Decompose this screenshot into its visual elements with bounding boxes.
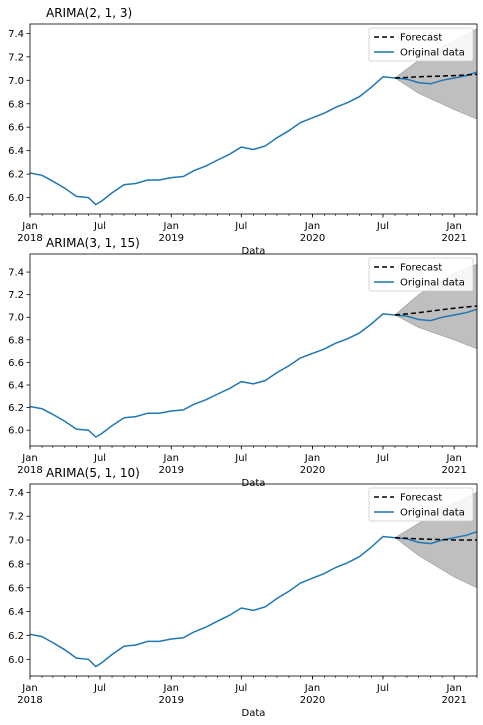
chart-title: ARIMA(3, 1, 15) — [46, 236, 140, 250]
legend-box — [368, 487, 474, 522]
y-tick-label: 6.8 — [8, 335, 24, 346]
x-tick-label: Jul — [376, 453, 389, 464]
chart-title: ARIMA(2, 1, 3) — [46, 6, 132, 20]
legend-box — [368, 257, 474, 292]
legend: Forecast Original data — [368, 487, 474, 522]
legend-label: Forecast — [400, 33, 442, 44]
x-tick-label: Jan — [304, 453, 320, 464]
y-tick-label: 7.0 — [8, 313, 24, 324]
y-tick-label: 7.2 — [8, 52, 24, 63]
x-tick-year: 2019 — [159, 695, 184, 706]
x-tick-label: Jul — [376, 683, 389, 694]
original-data-line — [29, 71, 478, 206]
y-tick-label: 7.0 — [8, 536, 24, 547]
y-tick-label: 6.0 — [8, 193, 24, 204]
y-tick-label: 6.6 — [8, 583, 24, 594]
y-tick-label: 6.6 — [8, 123, 24, 134]
y-tick-label: 7.4 — [8, 488, 24, 499]
y-tick-label: 6.4 — [8, 146, 24, 157]
x-tick-label: Jul — [376, 221, 389, 232]
y-tick-label: 7.2 — [8, 512, 24, 523]
x-tick-year: 2020 — [300, 695, 325, 706]
x-tick-year: 2018 — [17, 465, 42, 476]
original-data-line — [29, 530, 478, 668]
x-tick-year: 2021 — [441, 465, 466, 476]
x-tick-label: Jan — [304, 683, 320, 694]
x-axis-label: Data — [242, 246, 266, 257]
original-data-line — [29, 308, 478, 438]
x-tick-label: Jan — [445, 221, 461, 232]
legend-label: Forecast — [400, 493, 442, 504]
x-axis-label: Data — [242, 478, 266, 489]
y-tick-label: 6.4 — [8, 607, 24, 618]
legend: Forecast Original data — [368, 27, 474, 62]
x-tick-label: Jan — [163, 453, 179, 464]
legend-label: Original data — [400, 278, 465, 289]
y-tick-label: 7.2 — [8, 290, 24, 301]
x-tick-label: Jan — [21, 453, 37, 464]
legend-label: Original data — [400, 508, 465, 519]
x-tick-label: Jan — [163, 683, 179, 694]
y-tick-label: 6.2 — [8, 631, 24, 642]
y-tick-label: 7.4 — [8, 268, 24, 279]
x-tick-year: 2021 — [441, 695, 466, 706]
x-axis-label: Data — [242, 708, 266, 719]
x-tick-year: 2020 — [300, 233, 325, 244]
y-tick-label: 6.4 — [8, 381, 24, 392]
x-tick-year: 2018 — [17, 233, 42, 244]
legend-label: Forecast — [400, 263, 442, 274]
x-tick-label: Jan — [445, 683, 461, 694]
x-tick-label: Jul — [234, 683, 247, 694]
y-tick-label: 7.0 — [8, 76, 24, 87]
forecast-line — [394, 536, 477, 541]
y-tick-label: 6.2 — [8, 170, 24, 181]
x-tick-year: 2021 — [441, 233, 466, 244]
chart-title: ARIMA(5, 1, 10) — [46, 466, 140, 480]
x-tick-label: Jul — [93, 221, 106, 232]
legend-box — [368, 27, 474, 62]
legend: Forecast Original data — [368, 257, 474, 292]
y-tick-label: 6.8 — [8, 559, 24, 570]
x-tick-label: Jul — [234, 221, 247, 232]
y-tick-label: 6.2 — [8, 403, 24, 414]
y-tick-label: 6.0 — [8, 655, 24, 666]
y-tick-label: 6.8 — [8, 99, 24, 110]
x-tick-label: Jul — [234, 453, 247, 464]
x-tick-label: Jan — [445, 453, 461, 464]
legend-label: Original data — [400, 48, 465, 59]
x-tick-label: Jul — [93, 683, 106, 694]
forecast-line — [394, 73, 478, 79]
x-tick-label: Jan — [21, 221, 37, 232]
x-tick-year: 2019 — [159, 465, 184, 476]
x-tick-label: Jan — [163, 221, 179, 232]
x-tick-label: Jan — [21, 683, 37, 694]
y-tick-label: 7.4 — [8, 29, 24, 40]
y-tick-label: 6.0 — [8, 426, 24, 437]
x-tick-year: 2020 — [300, 465, 325, 476]
y-tick-label: 6.6 — [8, 358, 24, 369]
x-tick-label: Jul — [93, 453, 106, 464]
x-tick-label: Jan — [304, 221, 320, 232]
forecast-line — [394, 305, 478, 316]
x-tick-year: 2018 — [17, 695, 42, 706]
x-tick-year: 2019 — [159, 233, 184, 244]
